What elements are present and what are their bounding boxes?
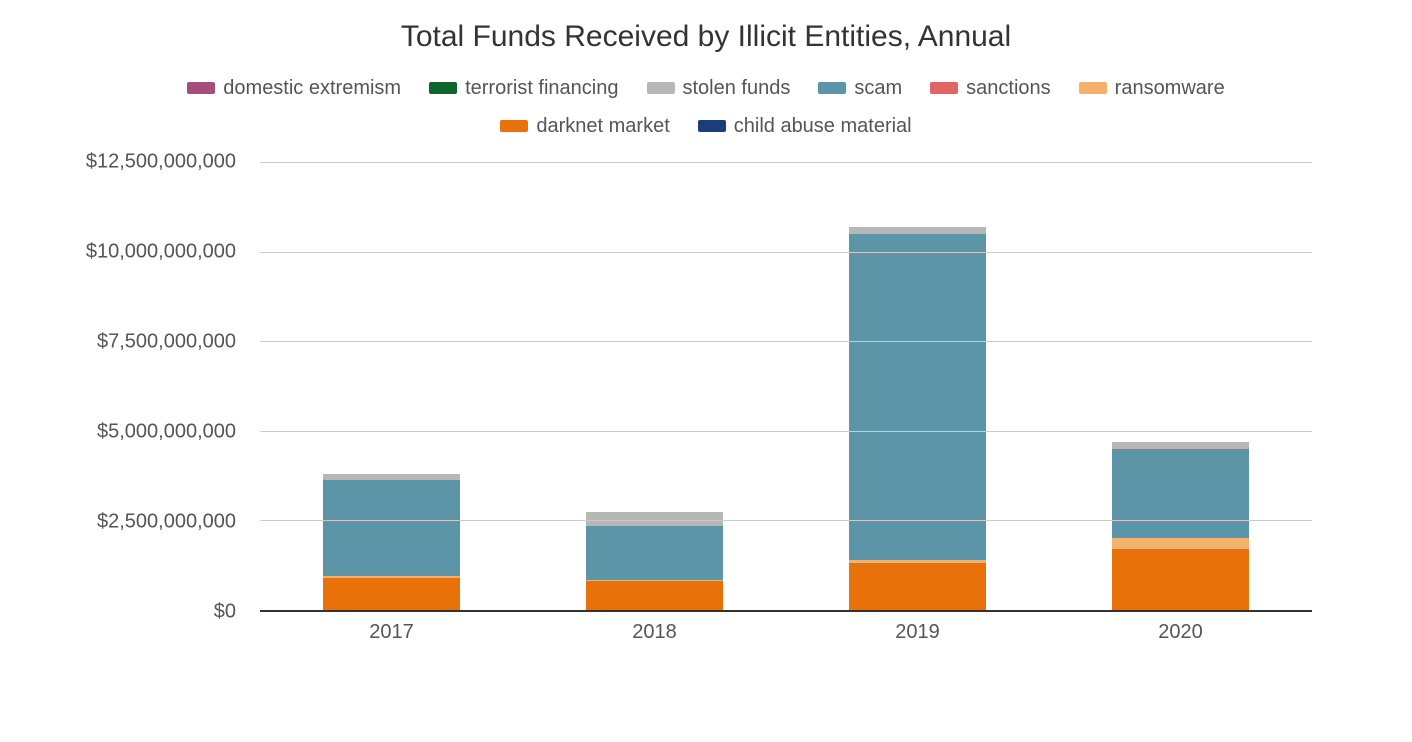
legend-swatch [187, 82, 215, 94]
legend-item: sanctions [930, 72, 1051, 104]
y-tick-label: $7,500,000,000 [97, 331, 236, 354]
bar-segment [1112, 442, 1248, 449]
bar-segment [586, 581, 722, 610]
legend-label: ransomware [1115, 72, 1225, 104]
y-tick-label: $2,500,000,000 [97, 511, 236, 534]
legend-label: child abuse material [734, 110, 912, 142]
bar-segment [586, 512, 722, 526]
stacked-bar [323, 474, 459, 610]
legend-swatch [698, 120, 726, 132]
legend: domestic extremism terrorist financing sto… [156, 72, 1256, 142]
legend-label: sanctions [966, 72, 1051, 104]
legend-item: ransomware [1079, 72, 1225, 104]
y-tick-label: $10,000,000,000 [86, 241, 236, 264]
legend-item: domestic extremism [187, 72, 401, 104]
gridline [260, 341, 1312, 342]
bar-segment [323, 480, 459, 577]
legend-label: domestic extremism [223, 72, 401, 104]
legend-swatch [818, 82, 846, 94]
bar-segment [849, 234, 985, 560]
x-tick-label: 2017 [297, 621, 486, 644]
legend-item: child abuse material [698, 110, 912, 142]
legend-swatch [647, 82, 675, 94]
bar-slot [560, 162, 749, 610]
x-axis: 2017 2018 2019 2020 [260, 612, 1312, 652]
legend-label: scam [854, 72, 902, 104]
legend-item: stolen funds [647, 72, 791, 104]
bar-segment [586, 526, 722, 580]
x-tick-label: 2020 [1086, 621, 1275, 644]
y-tick-label: $12,500,000,000 [86, 151, 236, 174]
bar-slot [1086, 162, 1275, 610]
y-axis: $0$2,500,000,000$5,000,000,000$7,500,000… [40, 162, 250, 612]
chart-title: Total Funds Received by Illicit Entities… [40, 20, 1372, 54]
bars-group [260, 162, 1312, 610]
bar-segment [1112, 449, 1248, 539]
legend-swatch [429, 82, 457, 94]
legend-swatch [500, 120, 528, 132]
legend-label: terrorist financing [465, 72, 618, 104]
gridline [260, 431, 1312, 432]
legend-swatch [930, 82, 958, 94]
y-tick-label: $0 [214, 601, 236, 624]
x-tick-label: 2018 [560, 621, 749, 644]
gridline [260, 252, 1312, 253]
bar-slot [297, 162, 486, 610]
bar-slot [823, 162, 1012, 610]
legend-label: stolen funds [683, 72, 791, 104]
bar-segment [1112, 549, 1248, 610]
stacked-bar [586, 512, 722, 610]
bar-segment [323, 578, 459, 610]
legend-item: darknet market [500, 110, 669, 142]
chart-container: Total Funds Received by Illicit Entities… [0, 0, 1412, 742]
stacked-bar [849, 227, 985, 610]
legend-swatch [1079, 82, 1107, 94]
y-tick-label: $5,000,000,000 [97, 421, 236, 444]
legend-item: terrorist financing [429, 72, 618, 104]
plot-area [260, 162, 1312, 612]
stacked-bar [1112, 442, 1248, 610]
gridline [260, 520, 1312, 521]
bar-segment [849, 563, 985, 610]
legend-label: darknet market [536, 110, 669, 142]
legend-item: scam [818, 72, 902, 104]
bar-segment [849, 227, 985, 234]
plot-area-wrapper: $0$2,500,000,000$5,000,000,000$7,500,000… [260, 162, 1312, 652]
bar-segment [1112, 538, 1248, 549]
gridline [260, 162, 1312, 163]
x-tick-label: 2019 [823, 621, 1012, 644]
